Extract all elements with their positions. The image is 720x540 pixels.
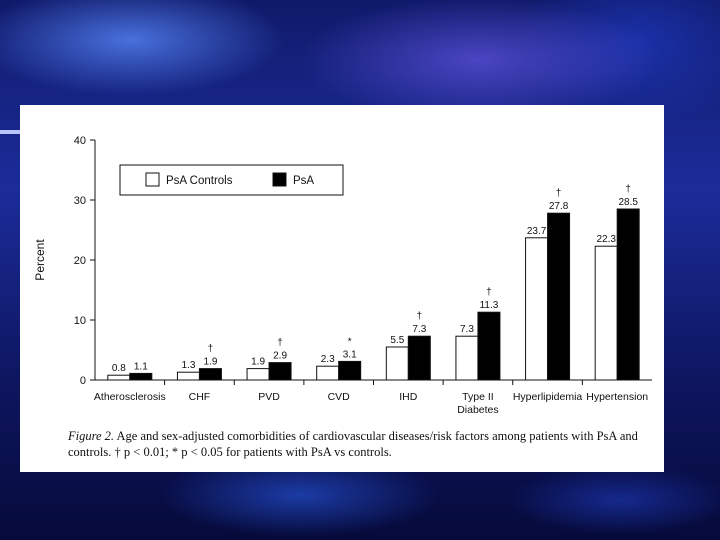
bar-controls-3 <box>316 365 340 381</box>
value-label-controls-3: 2.3 <box>321 354 335 365</box>
value-label-controls-1: 1.3 <box>181 360 195 371</box>
category-label-7: Hypertension <box>586 391 648 403</box>
legend-swatch-psa <box>272 172 287 187</box>
legend-swatch-controls <box>145 172 160 187</box>
bar-psa-1 <box>198 368 222 381</box>
value-label-controls-0: 0.8 <box>112 363 126 374</box>
category-label-3: CVD <box>328 391 351 403</box>
significance-mark-5: † <box>486 287 492 298</box>
figure-caption: Figure 2. Age and sex-adjusted comorbidi… <box>68 428 660 460</box>
significance-mark-2: † <box>277 338 283 349</box>
figure-label: Figure 2. <box>68 429 115 443</box>
category-label-5-line2: Diabetes <box>457 404 498 416</box>
bar-psa-4 <box>407 335 431 381</box>
significance-mark-3: * <box>348 336 352 347</box>
bar-psa-5 <box>477 311 501 381</box>
figure-caption-text: Age and sex-adjusted comorbidities of ca… <box>68 429 638 459</box>
value-label-psa-1: 1.9 <box>203 357 217 368</box>
y-axis-label: Percent <box>33 239 47 281</box>
category-label-0: Atherosclerosis <box>94 391 166 403</box>
value-label-psa-6: 27.8 <box>549 201 569 212</box>
category-label-1: CHF <box>189 391 211 403</box>
value-label-psa-7: 28.5 <box>618 197 638 208</box>
significance-mark-4: † <box>417 311 423 322</box>
value-label-controls-6: 23.7 <box>527 226 547 237</box>
significance-mark-7: † <box>625 184 631 195</box>
category-label-5: Type II <box>462 391 494 403</box>
y-tick-label-10: 10 <box>74 315 86 327</box>
bar-controls-1 <box>176 371 200 381</box>
category-label-4: IHD <box>399 391 418 403</box>
significance-mark-6: † <box>556 188 562 199</box>
figure-panel: 0 10 20 30 40 Percent 0.8 1.1 Atherosclerosis 1.3… <box>20 105 664 472</box>
bar-controls-7 <box>594 245 618 381</box>
bar-controls-2 <box>246 368 270 381</box>
y-tick-label-0: 0 <box>80 375 86 387</box>
category-label-2: PVD <box>258 391 280 403</box>
legend-label-controls: PsA Controls <box>166 175 233 187</box>
bar-controls-6 <box>525 237 549 381</box>
bar-controls-4 <box>385 346 409 381</box>
bar-psa-6 <box>547 212 571 381</box>
bar-psa-2 <box>268 362 292 381</box>
y-tick-label-20: 20 <box>74 255 86 267</box>
value-label-psa-0: 1.1 <box>134 361 148 372</box>
bar-psa-7 <box>616 208 640 381</box>
value-label-controls-7: 22.3 <box>596 234 616 245</box>
bar-chart: 0 10 20 30 40 Percent 0.8 1.1 Atherosclerosis 1.3… <box>33 135 652 416</box>
bar-controls-0 <box>107 374 131 381</box>
value-label-psa-2: 2.9 <box>273 351 287 362</box>
bar-psa-3 <box>338 360 362 381</box>
legend-label-psa: PsA <box>293 175 314 187</box>
value-label-psa-4: 7.3 <box>412 324 426 335</box>
category-label-6: Hyperlipidemia <box>513 391 583 403</box>
bar-psa-0 <box>129 372 153 381</box>
bar-controls-5 <box>455 335 479 381</box>
slide-accent-bar <box>0 130 20 134</box>
value-label-controls-4: 5.5 <box>390 335 404 346</box>
y-tick-label-40: 40 <box>74 135 86 147</box>
value-label-controls-5: 7.3 <box>460 324 474 335</box>
value-label-psa-5: 11.3 <box>480 300 499 311</box>
value-label-controls-2: 1.9 <box>251 357 265 368</box>
value-label-psa-3: 3.1 <box>343 349 357 360</box>
significance-mark-1: † <box>208 344 214 355</box>
y-tick-label-30: 30 <box>74 195 86 207</box>
